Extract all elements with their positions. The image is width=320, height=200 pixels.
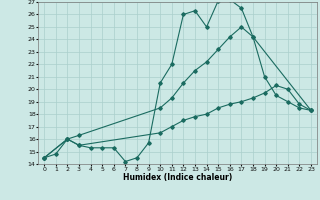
X-axis label: Humidex (Indice chaleur): Humidex (Indice chaleur) bbox=[123, 173, 232, 182]
